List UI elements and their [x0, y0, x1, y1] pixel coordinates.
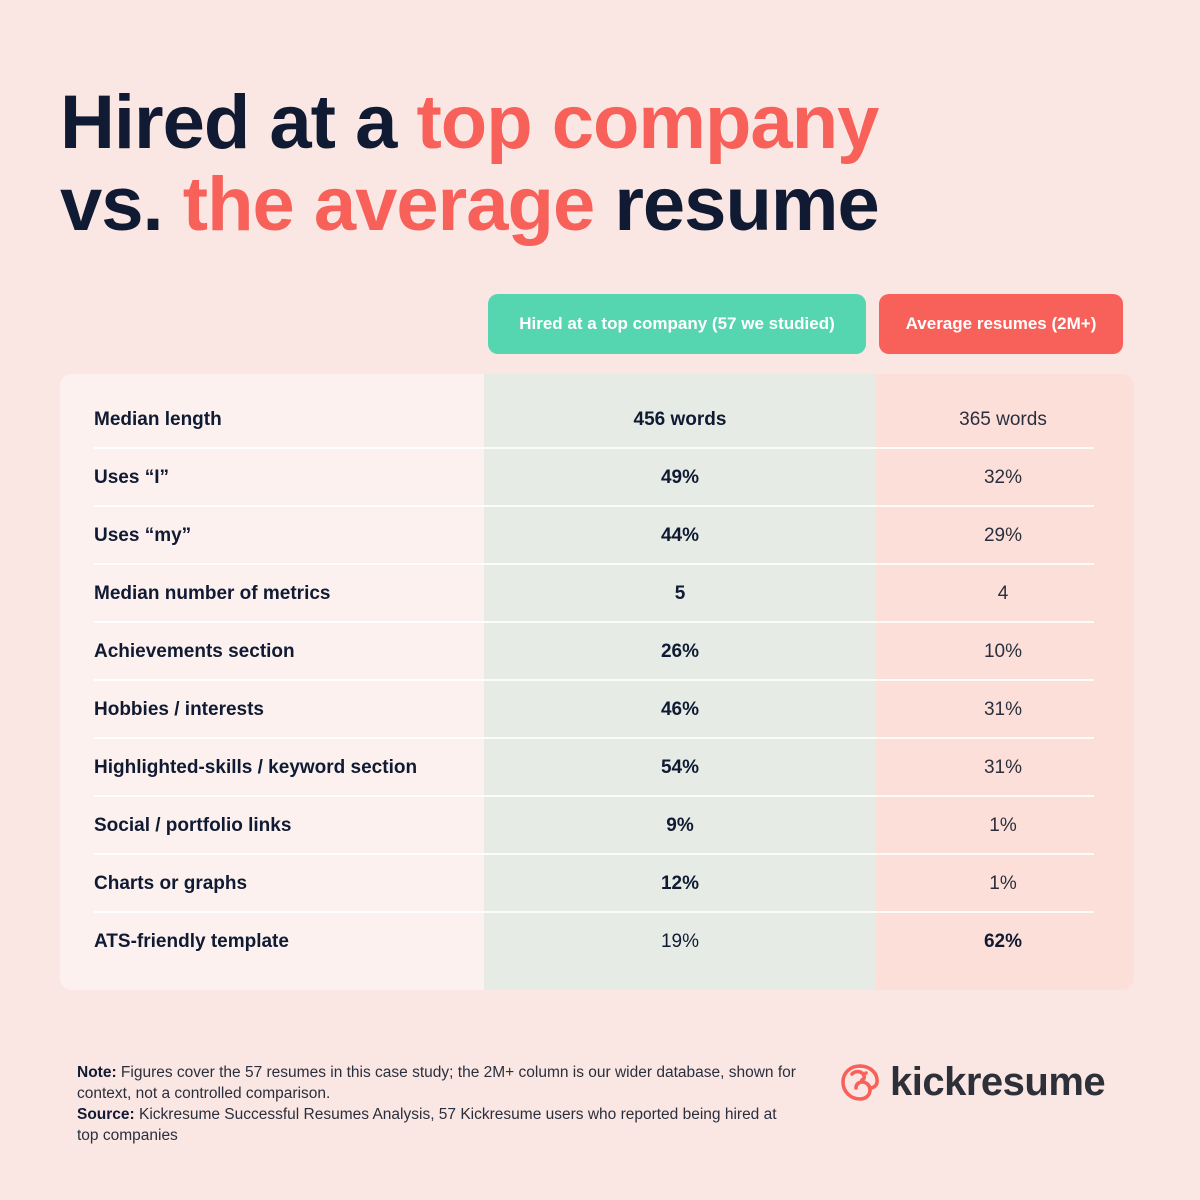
table-row: Hobbies / interests 46% 31%: [60, 681, 1134, 739]
table-row: ATS-friendly template 19% 62%: [60, 913, 1134, 971]
average-value: 365 words: [959, 409, 1047, 430]
average-value: 1%: [989, 873, 1017, 894]
table-row: Uses “I” 49% 32%: [60, 449, 1134, 507]
row-label: Uses “my”: [94, 525, 192, 546]
row-label: Social / portfolio links: [94, 815, 292, 836]
average-value: 31%: [983, 757, 1023, 778]
top-company-value: 5: [674, 583, 686, 604]
row-label: Achievements section: [94, 641, 295, 662]
row-label: Highlighted-skills / keyword section: [94, 757, 418, 778]
average-value: 62%: [983, 931, 1023, 952]
note-label: Note:: [77, 1064, 117, 1081]
row-label: Median number of metrics: [94, 583, 331, 604]
title-highlight-average: the average: [182, 162, 595, 247]
table-row: Uses “my” 44% 29%: [60, 507, 1134, 565]
table-row: Highlighted-skills / keyword section 54% 3…: [60, 739, 1134, 797]
top-company-value: 49%: [660, 467, 700, 488]
row-label: Uses “I”: [94, 467, 169, 488]
table-row: Median number of metrics 5 4: [60, 565, 1134, 623]
column-header-average: Average resumes (2M+): [879, 294, 1123, 354]
top-company-column-background: [484, 374, 876, 990]
row-label: Hobbies / interests: [94, 699, 264, 720]
title-part-1: Hired at a: [60, 80, 417, 165]
average-value: 31%: [983, 699, 1023, 720]
page-title: Hired at a top company vs. the average r…: [60, 80, 880, 247]
footnote: Note: Figures cover the 57 resumes in th…: [77, 1062, 797, 1146]
average-value: 10%: [983, 641, 1023, 662]
top-company-value: 19%: [660, 931, 700, 952]
average-value: 32%: [983, 467, 1023, 488]
top-company-value: 54%: [660, 757, 700, 778]
row-label: Charts or graphs: [94, 873, 248, 894]
table-row: Social / portfolio links 9% 1%: [60, 797, 1134, 855]
kickresume-logo: kickresume: [838, 1058, 1106, 1106]
top-company-value: 46%: [660, 699, 700, 720]
table-rows: Median length 456 words 365 words Uses “I” 4…: [60, 391, 1134, 971]
average-value: 4: [997, 583, 1009, 604]
table-row: Charts or graphs 12% 1%: [60, 855, 1134, 913]
note-text: Figures cover the 57 resumes in this cas…: [77, 1064, 796, 1102]
average-value: 29%: [983, 525, 1023, 546]
row-label: ATS-friendly template: [94, 931, 289, 952]
top-company-value: 9%: [666, 815, 694, 836]
table-row: Achievements section 26% 10%: [60, 623, 1134, 681]
average-value: 1%: [989, 815, 1017, 836]
top-company-value: 44%: [660, 525, 700, 546]
top-company-value: 456 words: [633, 409, 727, 430]
row-label: Median length: [94, 409, 222, 430]
title-highlight-top-company: top company: [416, 80, 879, 165]
title-part-5: resume: [594, 162, 879, 247]
top-company-value: 12%: [660, 873, 700, 894]
kickresume-logo-icon: [841, 1064, 879, 1101]
source-text: Kickresume Successful Resumes Analysis, …: [77, 1106, 777, 1144]
average-column-background: [876, 374, 1134, 990]
top-company-value: 26%: [660, 641, 700, 662]
source-label: Source:: [77, 1106, 135, 1123]
title-part-3: vs.: [60, 162, 183, 247]
column-header-top-company: Hired at a top company (57 we studied): [488, 294, 866, 354]
table-row: Median length 456 words 365 words: [60, 391, 1134, 449]
comparison-table: Median length 456 words 365 words Uses “I” 4…: [60, 374, 1134, 990]
kickresume-logo-text: kickresume: [890, 1059, 1106, 1104]
